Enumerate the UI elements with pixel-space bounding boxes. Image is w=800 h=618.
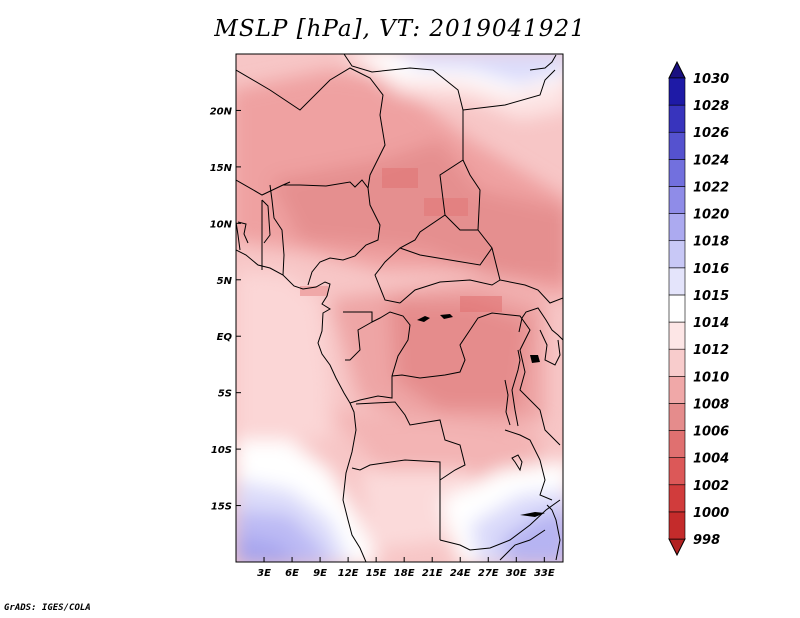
colorbar-label-3: 1004 bbox=[693, 452, 729, 467]
colorbar-swatch-10 bbox=[668, 267, 686, 296]
colorbar-label-0: 998 bbox=[693, 533, 720, 548]
lat-tick-label-3: 5N bbox=[217, 276, 233, 287]
lat-tick-label-2: 10N bbox=[210, 219, 233, 230]
field-congo-1008 bbox=[390, 300, 530, 410]
colorbar-swatch-9 bbox=[668, 294, 686, 323]
pressure-field bbox=[236, 54, 563, 562]
colorbar-label-9: 1015 bbox=[693, 289, 729, 304]
lon-tick-label-2: 9E bbox=[313, 568, 327, 579]
lon-tick-label-4: 15E bbox=[366, 568, 387, 579]
colorbar-bottom-triangle bbox=[668, 538, 686, 557]
colorbar-swatch-5 bbox=[668, 403, 686, 431]
map-frame bbox=[235, 53, 564, 563]
lat-tick-label-4: EQ bbox=[217, 332, 233, 343]
colorbar-swatch-3 bbox=[668, 457, 686, 486]
field-atlantic-1020 bbox=[236, 535, 297, 562]
field-north-1016 bbox=[396, 54, 563, 85]
colorbar-label-10: 1016 bbox=[693, 262, 729, 277]
colorbar-label-1: 1000 bbox=[693, 506, 729, 521]
colorbar-top-triangle bbox=[668, 60, 686, 79]
lon-tick-label-1: 6E bbox=[285, 568, 299, 579]
colorbar-label-16: 1028 bbox=[693, 99, 729, 114]
field-se-1018 bbox=[500, 511, 563, 562]
field-blocks bbox=[300, 168, 502, 312]
colorbar-label-5: 1008 bbox=[693, 397, 729, 412]
colorbar-label-14: 1024 bbox=[693, 153, 729, 168]
lon-tick-label-9: 30E bbox=[506, 568, 527, 579]
chart-title: MSLP [hPa], VT: 2019041921 bbox=[214, 16, 586, 42]
colorbar-swatch-12 bbox=[668, 213, 686, 242]
colorbar: 998 1000 1002 1004 1006 1008 1010 1012 1014 1015 1… bbox=[668, 60, 729, 557]
field-south-1012 bbox=[360, 470, 470, 550]
colorbar-swatch-14 bbox=[668, 159, 686, 187]
axis-ticks: 3E 6E 9E 12E 15E 18E 21E 24E 27E 30E 33E 20N 15N 10N 5… bbox=[210, 106, 555, 579]
colorbar-swatch-1 bbox=[668, 511, 686, 540]
colorbar-swatch-15 bbox=[668, 131, 686, 160]
colorbar-swatch-6 bbox=[668, 375, 686, 404]
colorbar-label-6: 1010 bbox=[693, 370, 729, 385]
colorbar-label-12: 1020 bbox=[693, 208, 729, 223]
lat-tick-label-1: 15N bbox=[210, 163, 233, 174]
credit-label: GrADS: IGES/COLA bbox=[4, 603, 91, 613]
lon-tick-label-6: 21E bbox=[422, 568, 443, 579]
lat-tick-label-0: 20N bbox=[210, 106, 233, 117]
colorbar-label-13: 1022 bbox=[693, 180, 729, 195]
country-borders bbox=[236, 54, 563, 562]
field-south-1010 bbox=[330, 410, 540, 480]
colorbar-label-8: 1014 bbox=[693, 316, 729, 331]
lon-tick-label-3: 12E bbox=[338, 568, 359, 579]
lon-tick-label-0: 3E bbox=[257, 568, 271, 579]
colorbar-label-4: 1006 bbox=[693, 425, 729, 440]
colorbar-swatch-16 bbox=[668, 104, 686, 133]
lon-tick-label-10: 33E bbox=[534, 568, 555, 579]
lon-tick-label-5: 18E bbox=[394, 568, 415, 579]
lat-tick-label-5: 5S bbox=[218, 389, 232, 400]
colorbar-swatch-7 bbox=[668, 348, 686, 377]
colorbar-label-7: 1012 bbox=[693, 343, 729, 358]
lakes bbox=[417, 314, 545, 517]
colorbar-swatch-17 bbox=[668, 77, 686, 106]
lon-tick-label-7: 24E bbox=[450, 568, 471, 579]
field-coast-1012 bbox=[236, 270, 330, 440]
colorbar-swatch-13 bbox=[668, 186, 686, 214]
colorbar-swatch-2 bbox=[668, 484, 686, 513]
colorbar-label-15: 1026 bbox=[693, 126, 729, 141]
colorbar-swatch-11 bbox=[668, 240, 686, 269]
colorbar-label-17: 1030 bbox=[693, 72, 729, 87]
lon-tick-label-8: 27E bbox=[478, 568, 499, 579]
lat-tick-label-7: 15S bbox=[211, 502, 232, 513]
colorbar-swatch-4 bbox=[668, 430, 686, 458]
colorbar-label-2: 1002 bbox=[693, 479, 729, 494]
colorbar-swatch-8 bbox=[668, 321, 686, 350]
colorbar-label-11: 1018 bbox=[693, 235, 729, 250]
lat-tick-label-6: 10S bbox=[211, 445, 232, 456]
